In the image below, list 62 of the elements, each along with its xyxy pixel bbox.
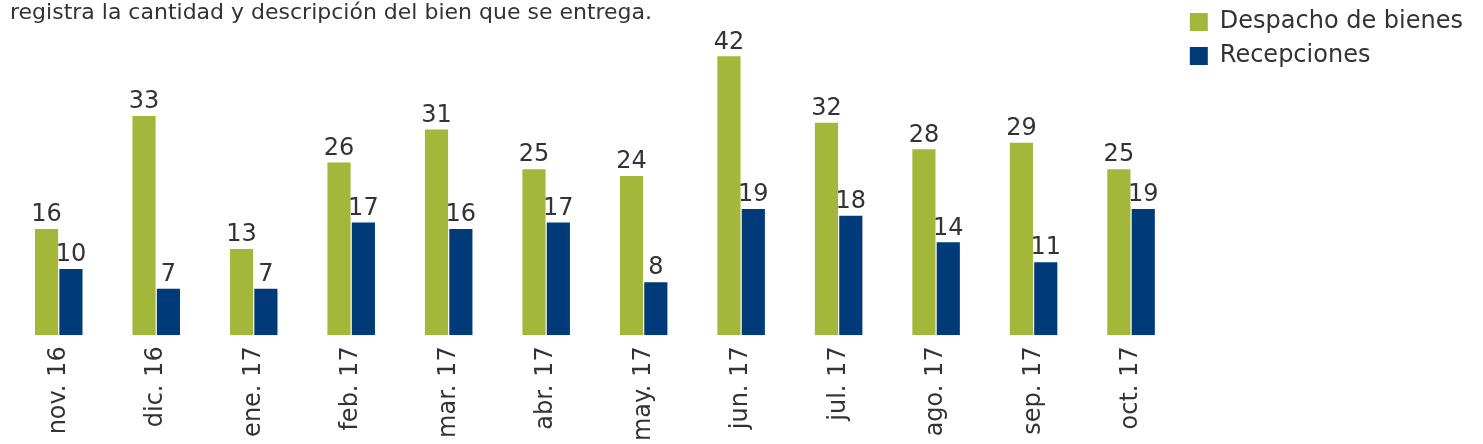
data-label: 42: [713, 26, 745, 55]
data-label: 8: [648, 252, 664, 281]
bar: [327, 162, 351, 336]
bar: [619, 175, 644, 336]
bar: [254, 288, 278, 336]
bar: [814, 122, 839, 336]
bar: [351, 222, 375, 336]
bar: [839, 215, 863, 336]
x-tick-label: abr. 17: [530, 346, 559, 430]
x-tick-label: mar. 17: [432, 346, 461, 438]
data-label: 7: [258, 259, 274, 288]
x-tick-label: sep. 17: [1017, 346, 1046, 435]
bar: [424, 129, 449, 336]
x-tick-label: dic. 16: [140, 346, 169, 428]
x-tick-label: jun. 17: [725, 346, 754, 431]
bar: [644, 282, 668, 336]
x-tick-label: nov. 16: [42, 346, 71, 435]
bar: [1131, 209, 1155, 336]
bar: [1034, 262, 1058, 336]
data-label: 18: [835, 186, 867, 214]
bar: [741, 209, 765, 336]
bar: [156, 288, 180, 336]
data-label: 24: [616, 146, 647, 175]
bar: [936, 242, 960, 336]
data-label: 7: [160, 259, 177, 288]
bar: [546, 222, 570, 336]
data-label: 29: [1006, 112, 1037, 141]
data-label: 13: [226, 219, 257, 248]
data-label: 19: [738, 179, 769, 208]
x-tick-label: may. 17: [627, 346, 656, 442]
bar: [912, 149, 936, 336]
data-label: 33: [128, 86, 160, 115]
data-label: 14: [933, 212, 964, 241]
bar: [1009, 142, 1033, 336]
bar: [522, 169, 546, 336]
bar: [1107, 169, 1131, 336]
legend-label: Recepciones: [1219, 40, 1371, 69]
data-label: 16: [31, 199, 62, 228]
bar: [34, 229, 59, 336]
data-label: 10: [55, 239, 87, 268]
x-tick-label: ago. 17: [920, 346, 949, 437]
data-label: 11: [1030, 232, 1062, 261]
legend-label: Despacho de bienes: [1219, 6, 1463, 35]
data-label: 17: [543, 192, 574, 221]
bar: [132, 116, 156, 336]
bar: [229, 248, 254, 336]
data-label: 16: [445, 199, 477, 228]
data-label: 25: [518, 139, 550, 168]
chart-subtitle: registra la cantidad y descripción del bien que se entrega.: [10, 0, 653, 24]
x-tick-label: oct. 17: [1115, 346, 1144, 430]
data-label: 31: [421, 99, 452, 128]
data-label: 19: [1127, 179, 1159, 208]
x-tick-label: feb. 17: [335, 346, 364, 431]
data-label: 28: [908, 119, 940, 148]
data-label: 25: [1103, 139, 1135, 168]
bar: [717, 56, 741, 336]
bar: [59, 268, 83, 336]
bar: [449, 229, 473, 336]
data-label: 26: [323, 132, 355, 161]
x-tick-label: jul. 17: [822, 346, 851, 422]
data-label: 32: [811, 92, 842, 121]
x-tick-label: ene. 17: [237, 346, 266, 437]
